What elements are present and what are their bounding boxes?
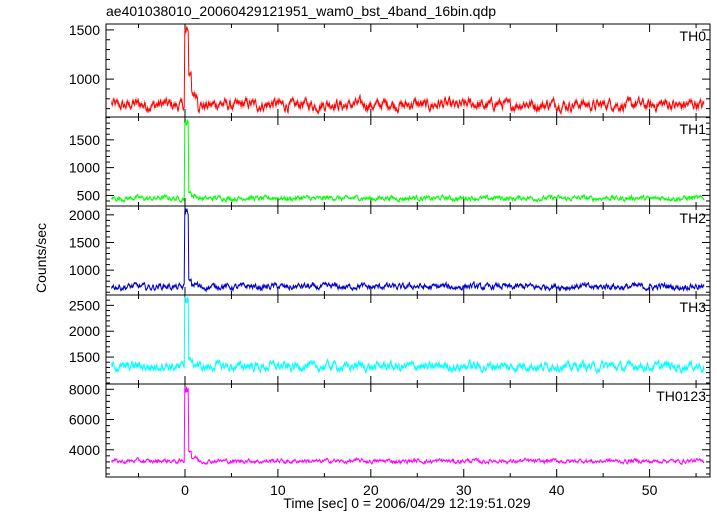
chart-title: ae401038010_20060429121951_wam0_bst_4ban… bbox=[106, 3, 496, 19]
panel-label: TH3 bbox=[680, 299, 707, 315]
panel-th2: TH2 1000 1500 2000 bbox=[69, 205, 711, 296]
panel-label: TH0 bbox=[680, 28, 707, 44]
series-line-th2 bbox=[111, 208, 705, 293]
y-tick-label: 1500 bbox=[69, 234, 100, 250]
x-axis-label: Time [sec] 0 = 2006/04/29 12:19:51.029 bbox=[283, 495, 531, 511]
y-tick-label: 1000 bbox=[69, 71, 100, 87]
panel-label: TH0123 bbox=[656, 388, 706, 404]
panel-th3: TH3 1500 2000 2500 bbox=[69, 294, 711, 385]
panel-frame bbox=[105, 116, 711, 207]
y-tick-label: 2000 bbox=[69, 323, 100, 339]
series-line-th0 bbox=[111, 26, 705, 115]
panel-frame bbox=[105, 205, 711, 296]
y-tick-label: 6000 bbox=[69, 412, 100, 428]
x-tick-label: 50 bbox=[642, 482, 658, 498]
y-tick-label: 1000 bbox=[69, 262, 100, 278]
y-tick-label: 500 bbox=[77, 187, 101, 203]
x-tick-label: 20 bbox=[363, 482, 379, 498]
panel-frame bbox=[105, 383, 711, 478]
panel-label: TH2 bbox=[680, 210, 707, 226]
error-bars bbox=[111, 119, 705, 203]
error-bars bbox=[111, 208, 705, 292]
y-tick-label: 1000 bbox=[69, 160, 100, 176]
x-tick-label: 10 bbox=[270, 482, 286, 498]
x-tick-label: 0 bbox=[181, 482, 189, 498]
series-line-th3 bbox=[111, 295, 705, 375]
y-tick-label: 1500 bbox=[69, 22, 100, 38]
y-tick-label: 8000 bbox=[69, 381, 100, 397]
y-tick-label: 2500 bbox=[69, 297, 100, 313]
panel-th1: TH1 500 1000 1500 bbox=[69, 116, 711, 207]
y-tick-label: 4000 bbox=[69, 442, 100, 458]
y-axis-label: Counts/sec bbox=[33, 223, 49, 293]
x-tick-label: 40 bbox=[549, 482, 565, 498]
panel-th0: TH0 1000 1500 bbox=[69, 22, 711, 118]
series-line-th1 bbox=[111, 118, 705, 203]
panel-frame bbox=[105, 294, 711, 385]
error-bars bbox=[111, 386, 705, 465]
series-line-th0123 bbox=[111, 387, 705, 466]
x-tick-label: 30 bbox=[456, 482, 472, 498]
y-tick-label: 2000 bbox=[69, 207, 100, 223]
y-tick-label: 1500 bbox=[69, 349, 100, 365]
error-bars bbox=[111, 25, 705, 115]
y-tick-label: 1500 bbox=[69, 132, 100, 148]
panel-th0123: TH0123 4000 6000 8000 bbox=[69, 381, 711, 478]
panel-label: TH1 bbox=[680, 121, 707, 137]
panels-layer: TH010001500TH150010001500TH2100015002000… bbox=[69, 22, 711, 498]
